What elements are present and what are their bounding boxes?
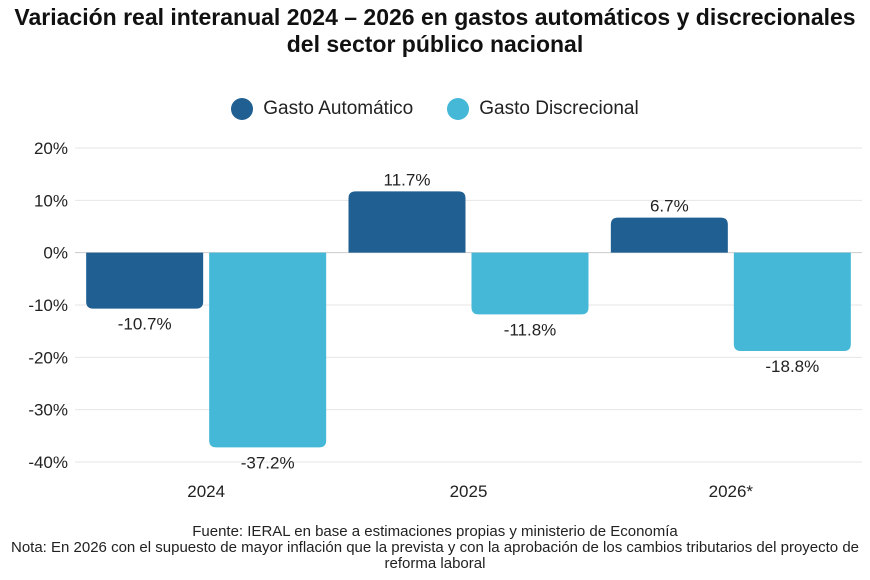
data-label: -18.8% xyxy=(765,357,819,376)
bar-discrecional-2024 xyxy=(209,252,327,448)
legend-label: Gasto Automático xyxy=(263,98,414,119)
legend-item-discrecional: Gasto Discrecional xyxy=(447,98,639,120)
chart-title: Variación real interanual 2024 – 2026 en… xyxy=(14,4,856,57)
footnotes: Fuente: IERAL en base a estimaciones pro… xyxy=(0,524,870,572)
data-label: 11.7% xyxy=(384,170,431,189)
bar-discrecional-2026 xyxy=(733,252,851,352)
y-tick-label: -10% xyxy=(28,296,68,315)
source-note: Fuente: IERAL en base a estimaciones pro… xyxy=(192,523,678,540)
bar-automatico-2025 xyxy=(348,191,466,253)
x-tick-label: 2024 xyxy=(187,482,225,501)
x-tick-label: 2025 xyxy=(450,482,488,501)
y-tick-label: -40% xyxy=(28,453,68,472)
footnote: Nota: En 2026 con el supuesto de mayor i… xyxy=(11,539,859,572)
legend: Gasto Automático Gasto Discrecional xyxy=(0,98,870,120)
legend-item-automatico: Gasto Automático xyxy=(231,98,413,120)
chart-plot: 20% 10% 0% -10% -20% -30% -40% 2024 -10.7% -37.2%… xyxy=(28,139,862,501)
legend-swatch-automatico xyxy=(231,98,254,120)
y-tick-label: 20% xyxy=(34,139,68,158)
legend-swatch-discrecional xyxy=(447,98,470,120)
bar-discrecional-2025 xyxy=(471,252,589,315)
x-tick-label: 2026* xyxy=(709,482,754,501)
bar-automatico-2026 xyxy=(610,217,728,253)
y-tick-label: -30% xyxy=(28,401,68,420)
legend-label: Gasto Discrecional xyxy=(479,98,639,119)
bar-automatico-2024 xyxy=(86,252,204,309)
y-tick-label: -20% xyxy=(28,348,68,367)
y-tick-label: 0% xyxy=(43,244,68,263)
data-label: 6.7% xyxy=(650,197,689,216)
data-label: -11.8% xyxy=(504,320,557,339)
data-label: -10.7% xyxy=(118,315,172,334)
data-label: -37.2% xyxy=(241,453,295,472)
y-tick-label: 10% xyxy=(34,191,68,210)
